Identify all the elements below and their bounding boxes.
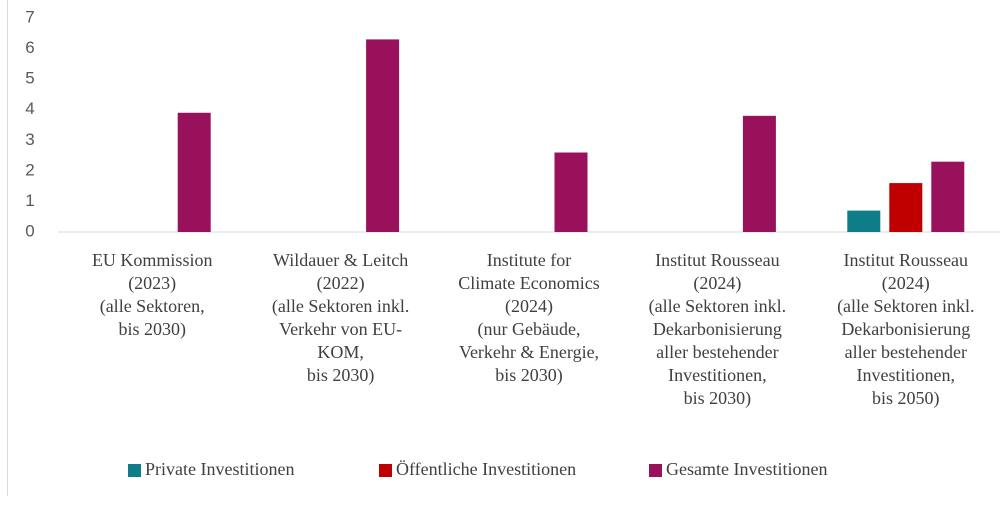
x-tick-label: (2022) — [317, 273, 365, 294]
x-tick-label: Institut Rousseau — [655, 250, 780, 270]
legend-label: Gesamte Investitionen — [666, 459, 827, 479]
y-tick-label: 5 — [25, 69, 34, 88]
x-tick-label: (nur Gebäude, — [478, 319, 581, 340]
x-tick-label: Institut Rousseau — [844, 250, 969, 270]
x-tick-label: Dekarbonisierung — [653, 319, 782, 339]
x-tick-label: EU Kommission — [92, 250, 213, 270]
x-tick-label: bis 2030) — [684, 388, 752, 409]
x-tick-label: bis 2030) — [118, 319, 186, 340]
x-tick-label: (2024) — [882, 273, 930, 294]
x-tick-label: Wildauer & Leitch — [273, 250, 408, 270]
bar — [554, 152, 588, 232]
x-tick-label: (alle Sektoren, — [100, 296, 205, 317]
legend-label: Öffentliche Investitionen — [396, 459, 576, 479]
x-tick-label: (2024) — [693, 273, 741, 294]
bar — [847, 210, 881, 232]
x-tick-label: Verkehr von EU- — [279, 319, 402, 339]
bar — [931, 161, 965, 232]
x-tick-label: Climate Economics — [458, 273, 599, 293]
x-tick-label: (2024) — [505, 296, 553, 317]
x-tick-label: (2023) — [128, 273, 176, 294]
x-tick-label: Verkehr & Energie, — [459, 342, 599, 362]
x-tick-label: (alle Sektoren inkl. — [649, 296, 786, 317]
y-tick-label: 4 — [25, 99, 34, 118]
x-tick-label: bis 2050) — [872, 388, 940, 409]
legend-swatch — [379, 464, 392, 477]
y-tick-label: 7 — [25, 7, 34, 26]
x-tick-label: bis 2030) — [495, 365, 563, 386]
bar — [177, 112, 211, 232]
bar — [742, 115, 776, 232]
x-tick-label: Investitionen, — [668, 365, 766, 385]
x-tick-label: aller bestehender — [656, 342, 778, 362]
y-tick-label: 3 — [25, 130, 34, 149]
x-tick-label: Institute for — [487, 250, 571, 270]
y-tick-label: 2 — [25, 160, 34, 179]
y-tick-label: 1 — [25, 191, 34, 210]
bar — [366, 39, 400, 233]
x-tick-label: KOM, — [317, 342, 364, 362]
x-tick-label: Dekarbonisierung — [841, 319, 970, 339]
bar — [889, 183, 923, 232]
x-tick-label: Investitionen, — [857, 365, 955, 385]
legend-label: Private Investitionen — [145, 459, 294, 479]
y-tick-label: 6 — [25, 38, 34, 57]
x-tick-label: bis 2030) — [307, 365, 375, 386]
x-tick-label: (alle Sektoren inkl. — [272, 296, 409, 317]
legend-swatch — [649, 464, 662, 477]
y-tick-label: 0 — [25, 221, 34, 240]
x-tick-label: (alle Sektoren inkl. — [837, 296, 974, 317]
legend-swatch — [128, 464, 141, 477]
x-tick-label: aller bestehender — [845, 342, 967, 362]
